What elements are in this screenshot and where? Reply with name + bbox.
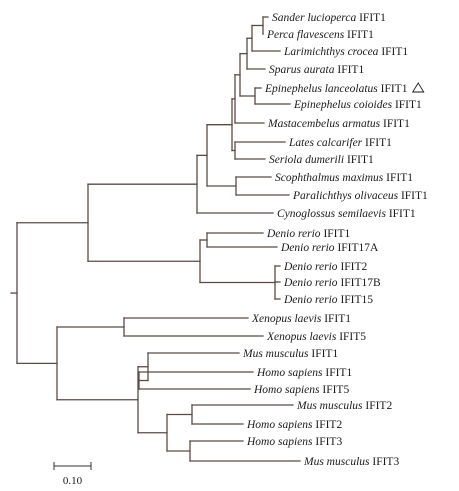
species-name: Denio rerio (283, 294, 338, 306)
leaf-label-dr17b: Denio rerio IFIT17B (283, 277, 381, 289)
leaf-label-hs5: Homo sapiens IFIT5 (253, 384, 349, 396)
leaf-label-dr1: Denio rerio IFIT1 (266, 228, 351, 240)
gene-name: IFIT1 (344, 29, 374, 41)
species-name: Perca flavescens (266, 29, 345, 41)
gene-name: IFIT1 (392, 99, 422, 111)
gene-name: IFIT1 (323, 367, 353, 379)
gene-name: IFIT3 (313, 436, 343, 448)
leaf-label-sd: Seriola dumerili IFIT1 (269, 154, 374, 166)
gene-name: IFIT2 (363, 400, 393, 412)
leaf-label-hs1: Homo sapiens IFIT1 (256, 367, 352, 379)
gene-name: IFIT3 (370, 456, 400, 468)
species-name: Sander lucioperca (272, 12, 356, 24)
gene-name: IFIT1 (386, 208, 416, 220)
species-name: Mus musculus (303, 456, 370, 468)
scale-bar-label: 0.10 (63, 475, 83, 487)
leaf-label-sl: Sander lucioperca IFIT1 (272, 12, 386, 24)
leaf-label-ec: Epinephelus coioides IFIT1 (293, 99, 422, 111)
species-name: Mus musculus (242, 348, 309, 360)
gene-name: IFIT17B (338, 277, 381, 289)
gene-name: IFIT2 (313, 419, 343, 431)
gene-name: IFIT1 (321, 313, 351, 325)
species-name: Homo sapiens (246, 419, 313, 431)
species-name: Seriola dumerili (269, 154, 344, 166)
leaf-label-hs3: Homo sapiens IFIT3 (246, 436, 342, 448)
scale-bar: 0.10 (53, 462, 92, 487)
species-name: Denio rerio (280, 242, 335, 254)
species-name: Epinephelus coioides (293, 99, 393, 111)
gene-name: IFIT1 (398, 190, 428, 202)
species-name: Epinephelus lanceolatus (264, 83, 378, 95)
gene-name: IFIT1 (362, 137, 392, 149)
species-name: Larimichthys crocea (283, 46, 379, 58)
gene-name: IFIT1 (378, 83, 408, 95)
leaf-label-mm3: Mus musculus IFIT3 (303, 456, 399, 468)
leaf-label-el: Epinephelus lanceolatus IFIT1 (264, 83, 408, 95)
gene-name: IFIT5 (320, 384, 350, 396)
species-name: Mastacembelus armatus (267, 118, 381, 130)
leaf-label-dr17a: Denio rerio IFIT17A (280, 242, 379, 254)
leaf-label-dr15: Denio rerio IFIT15 (283, 294, 373, 306)
species-name: Denio rerio (266, 228, 321, 240)
leaf-label-pf: Perca flavescens IFIT1 (266, 29, 374, 41)
gene-name: IFIT1 (380, 118, 410, 130)
leaf-label-dr2: Denio rerio IFIT2 (283, 261, 368, 273)
species-name: Cynoglossus semilaevis (277, 208, 386, 220)
leaf-label-sm: Scophthalmus maximus IFIT1 (275, 172, 413, 184)
gene-name: IFIT2 (338, 261, 368, 273)
gene-name: IFIT1 (383, 172, 413, 184)
species-name: Xenopus laevis (266, 331, 337, 343)
species-name: Homo sapiens (246, 436, 313, 448)
gene-name: IFIT1 (335, 64, 365, 76)
gene-name: IFIT1 (378, 46, 408, 58)
species-name: Paralichthys olivaceus (292, 190, 399, 202)
leaf-label-lc: Larimichthys crocea IFIT1 (283, 46, 408, 58)
gene-name: IFIT1 (309, 348, 339, 360)
leaf-label-ma: Mastacembelus armatus IFIT1 (267, 118, 410, 130)
species-name: Sparus aurata (269, 64, 335, 76)
species-name: Xenopus laevis (251, 313, 322, 325)
leaf-label-mm2: Mus musculus IFIT2 (296, 400, 392, 412)
tree-branches (10, 16, 301, 462)
leaf-label-cs: Cynoglossus semilaevis IFIT1 (277, 208, 416, 220)
gene-name: IFIT1 (356, 12, 386, 24)
leaf-label-po: Paralichthys olivaceus IFIT1 (292, 190, 428, 202)
leaf-label-lca: Lates calcarifer IFIT1 (288, 137, 392, 149)
leaf-label-hs2: Homo sapiens IFIT2 (246, 419, 342, 431)
leaf-label-xl1: Xenopus laevis IFIT1 (251, 313, 351, 325)
triangle-marker-icon (411, 82, 425, 93)
gene-name: IFIT5 (336, 331, 366, 343)
leaf-label-xl5: Xenopus laevis IFIT5 (266, 331, 366, 343)
gene-name: IFIT1 (344, 154, 374, 166)
species-name: Homo sapiens (253, 384, 320, 396)
species-name: Denio rerio (283, 277, 338, 289)
leaf-label-sa: Sparus aurata IFIT1 (269, 64, 364, 76)
leaf-label-mm1: Mus musculus IFIT1 (242, 348, 338, 360)
gene-name: IFIT17A (335, 242, 379, 254)
species-name: Scophthalmus maximus (275, 172, 384, 184)
species-name: Mus musculus (296, 400, 363, 412)
gene-name: IFIT15 (338, 294, 374, 306)
species-name: Homo sapiens (256, 367, 323, 379)
species-name: Denio rerio (283, 261, 338, 273)
species-name: Lates calcarifer (288, 137, 363, 149)
gene-name: IFIT1 (321, 228, 351, 240)
